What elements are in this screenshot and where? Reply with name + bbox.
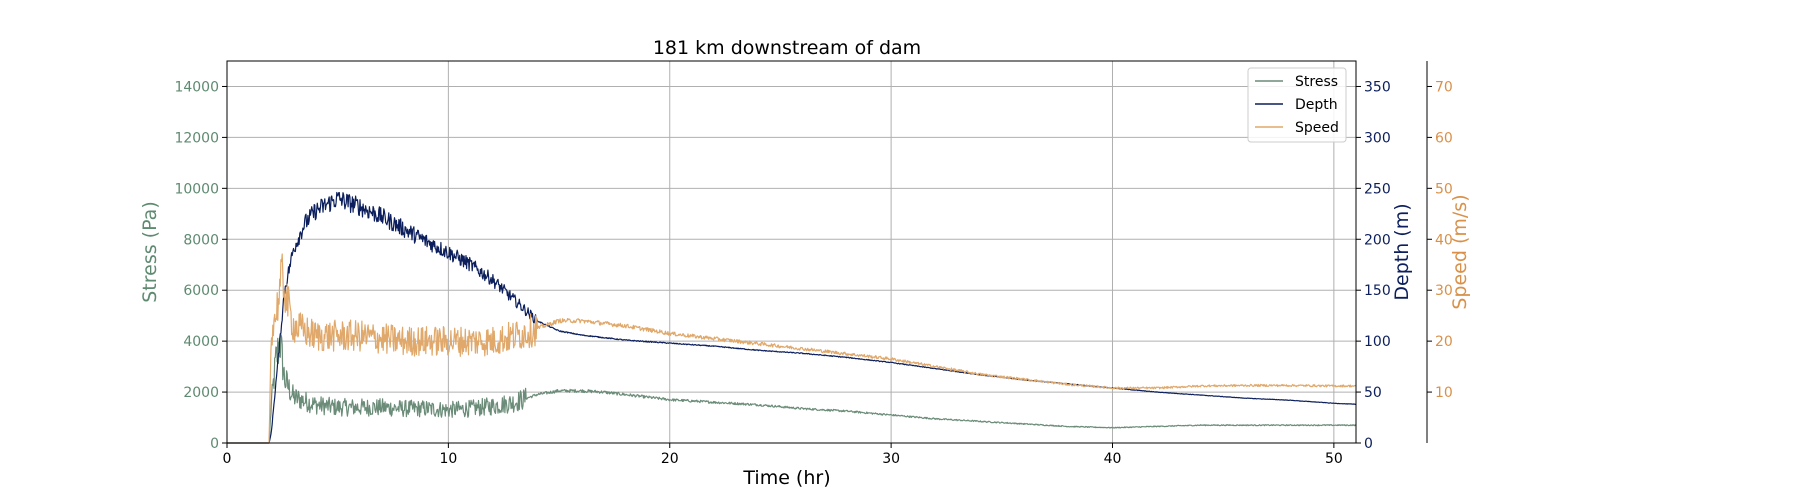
- y-tick-label-speed: 20: [1435, 334, 1453, 350]
- y-tick-label-speed: 40: [1435, 232, 1453, 248]
- y-tick-label-stress: 10000: [174, 181, 219, 197]
- y-tick-label-stress: 6000: [183, 283, 219, 299]
- y-tick-label-depth: 300: [1364, 130, 1391, 146]
- y-tick-label-stress: 2000: [183, 385, 219, 401]
- y-tick-label-speed: 50: [1435, 181, 1453, 197]
- y-tick-label-depth: 50: [1364, 385, 1382, 401]
- y-tick-label-stress: 0: [210, 436, 219, 452]
- grid-layer: [227, 61, 1356, 443]
- y-tick-label-stress: 12000: [174, 130, 219, 146]
- x-tick-label: 40: [1104, 451, 1122, 467]
- series-layer: [227, 191, 1357, 444]
- axes-layer: 0 10 20 30 40 5002000400060008000100001200014…: [139, 60, 1471, 467]
- y-tick-label-depth: 100: [1364, 334, 1391, 350]
- x-tick-label: 0: [223, 451, 232, 467]
- y-axis-title-stress: Stress (Pa): [139, 201, 161, 303]
- x-tick-label: 50: [1325, 451, 1343, 467]
- y-tick-label-stress: 14000: [174, 79, 219, 95]
- y-tick-label-depth: 250: [1364, 181, 1391, 197]
- plot-frame: [226, 60, 1357, 444]
- y-tick-label-depth: 200: [1364, 232, 1391, 248]
- y-tick-label-speed: 70: [1435, 79, 1453, 95]
- legend-box: [1247, 67, 1347, 143]
- series-line-speed: [227, 253, 1357, 444]
- legend-label-speed: Speed: [1295, 120, 1339, 136]
- y-tick-label-stress: 8000: [183, 232, 219, 248]
- x-tick-label: 30: [882, 451, 900, 467]
- y-axis-title-depth: Depth (m): [1391, 203, 1413, 300]
- y-tick-label-stress: 4000: [183, 334, 219, 350]
- x-axis-title: Time (hr): [742, 467, 830, 489]
- legend: Stress Depth Speed: [1247, 67, 1347, 143]
- x-tick-label: 20: [661, 451, 679, 467]
- legend-label-stress: Stress: [1295, 74, 1338, 90]
- x-tick-label: 10: [439, 451, 457, 467]
- y-tick-label-depth: 0: [1364, 436, 1373, 452]
- y-tick-label-speed: 10: [1435, 385, 1453, 401]
- y-axis-title-speed: Speed (m/s): [1449, 194, 1471, 309]
- y-tick-label-speed: 30: [1435, 283, 1453, 299]
- series-line-stress: [227, 333, 1357, 444]
- legend-label-depth: Depth: [1295, 97, 1338, 113]
- series-line-depth: [227, 191, 1357, 444]
- y-tick-label-speed: 60: [1435, 130, 1453, 146]
- y-tick-label-depth: 150: [1364, 283, 1391, 299]
- y-tick-label-depth: 350: [1364, 79, 1391, 95]
- chart-title: 181 km downstream of dam: [653, 37, 921, 59]
